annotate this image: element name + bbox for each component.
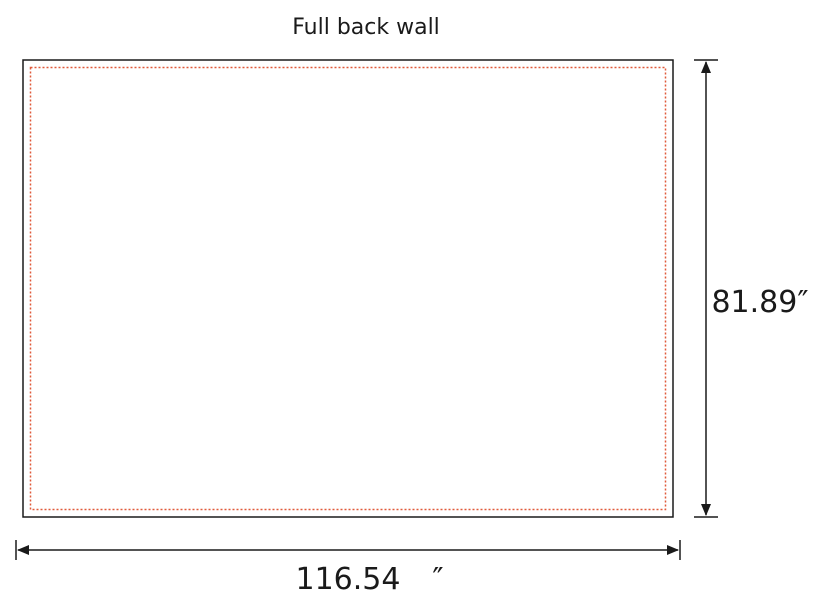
width-label-unit: ″ [432, 562, 443, 597]
height-label: 81.89″ [711, 285, 808, 320]
diagram-title: Full back wall [292, 15, 440, 40]
wall-outline [22, 59, 674, 518]
height-label-bg [708, 278, 812, 324]
bleed-line [29, 66, 667, 511]
width-label-value: 116.54 [296, 562, 401, 597]
